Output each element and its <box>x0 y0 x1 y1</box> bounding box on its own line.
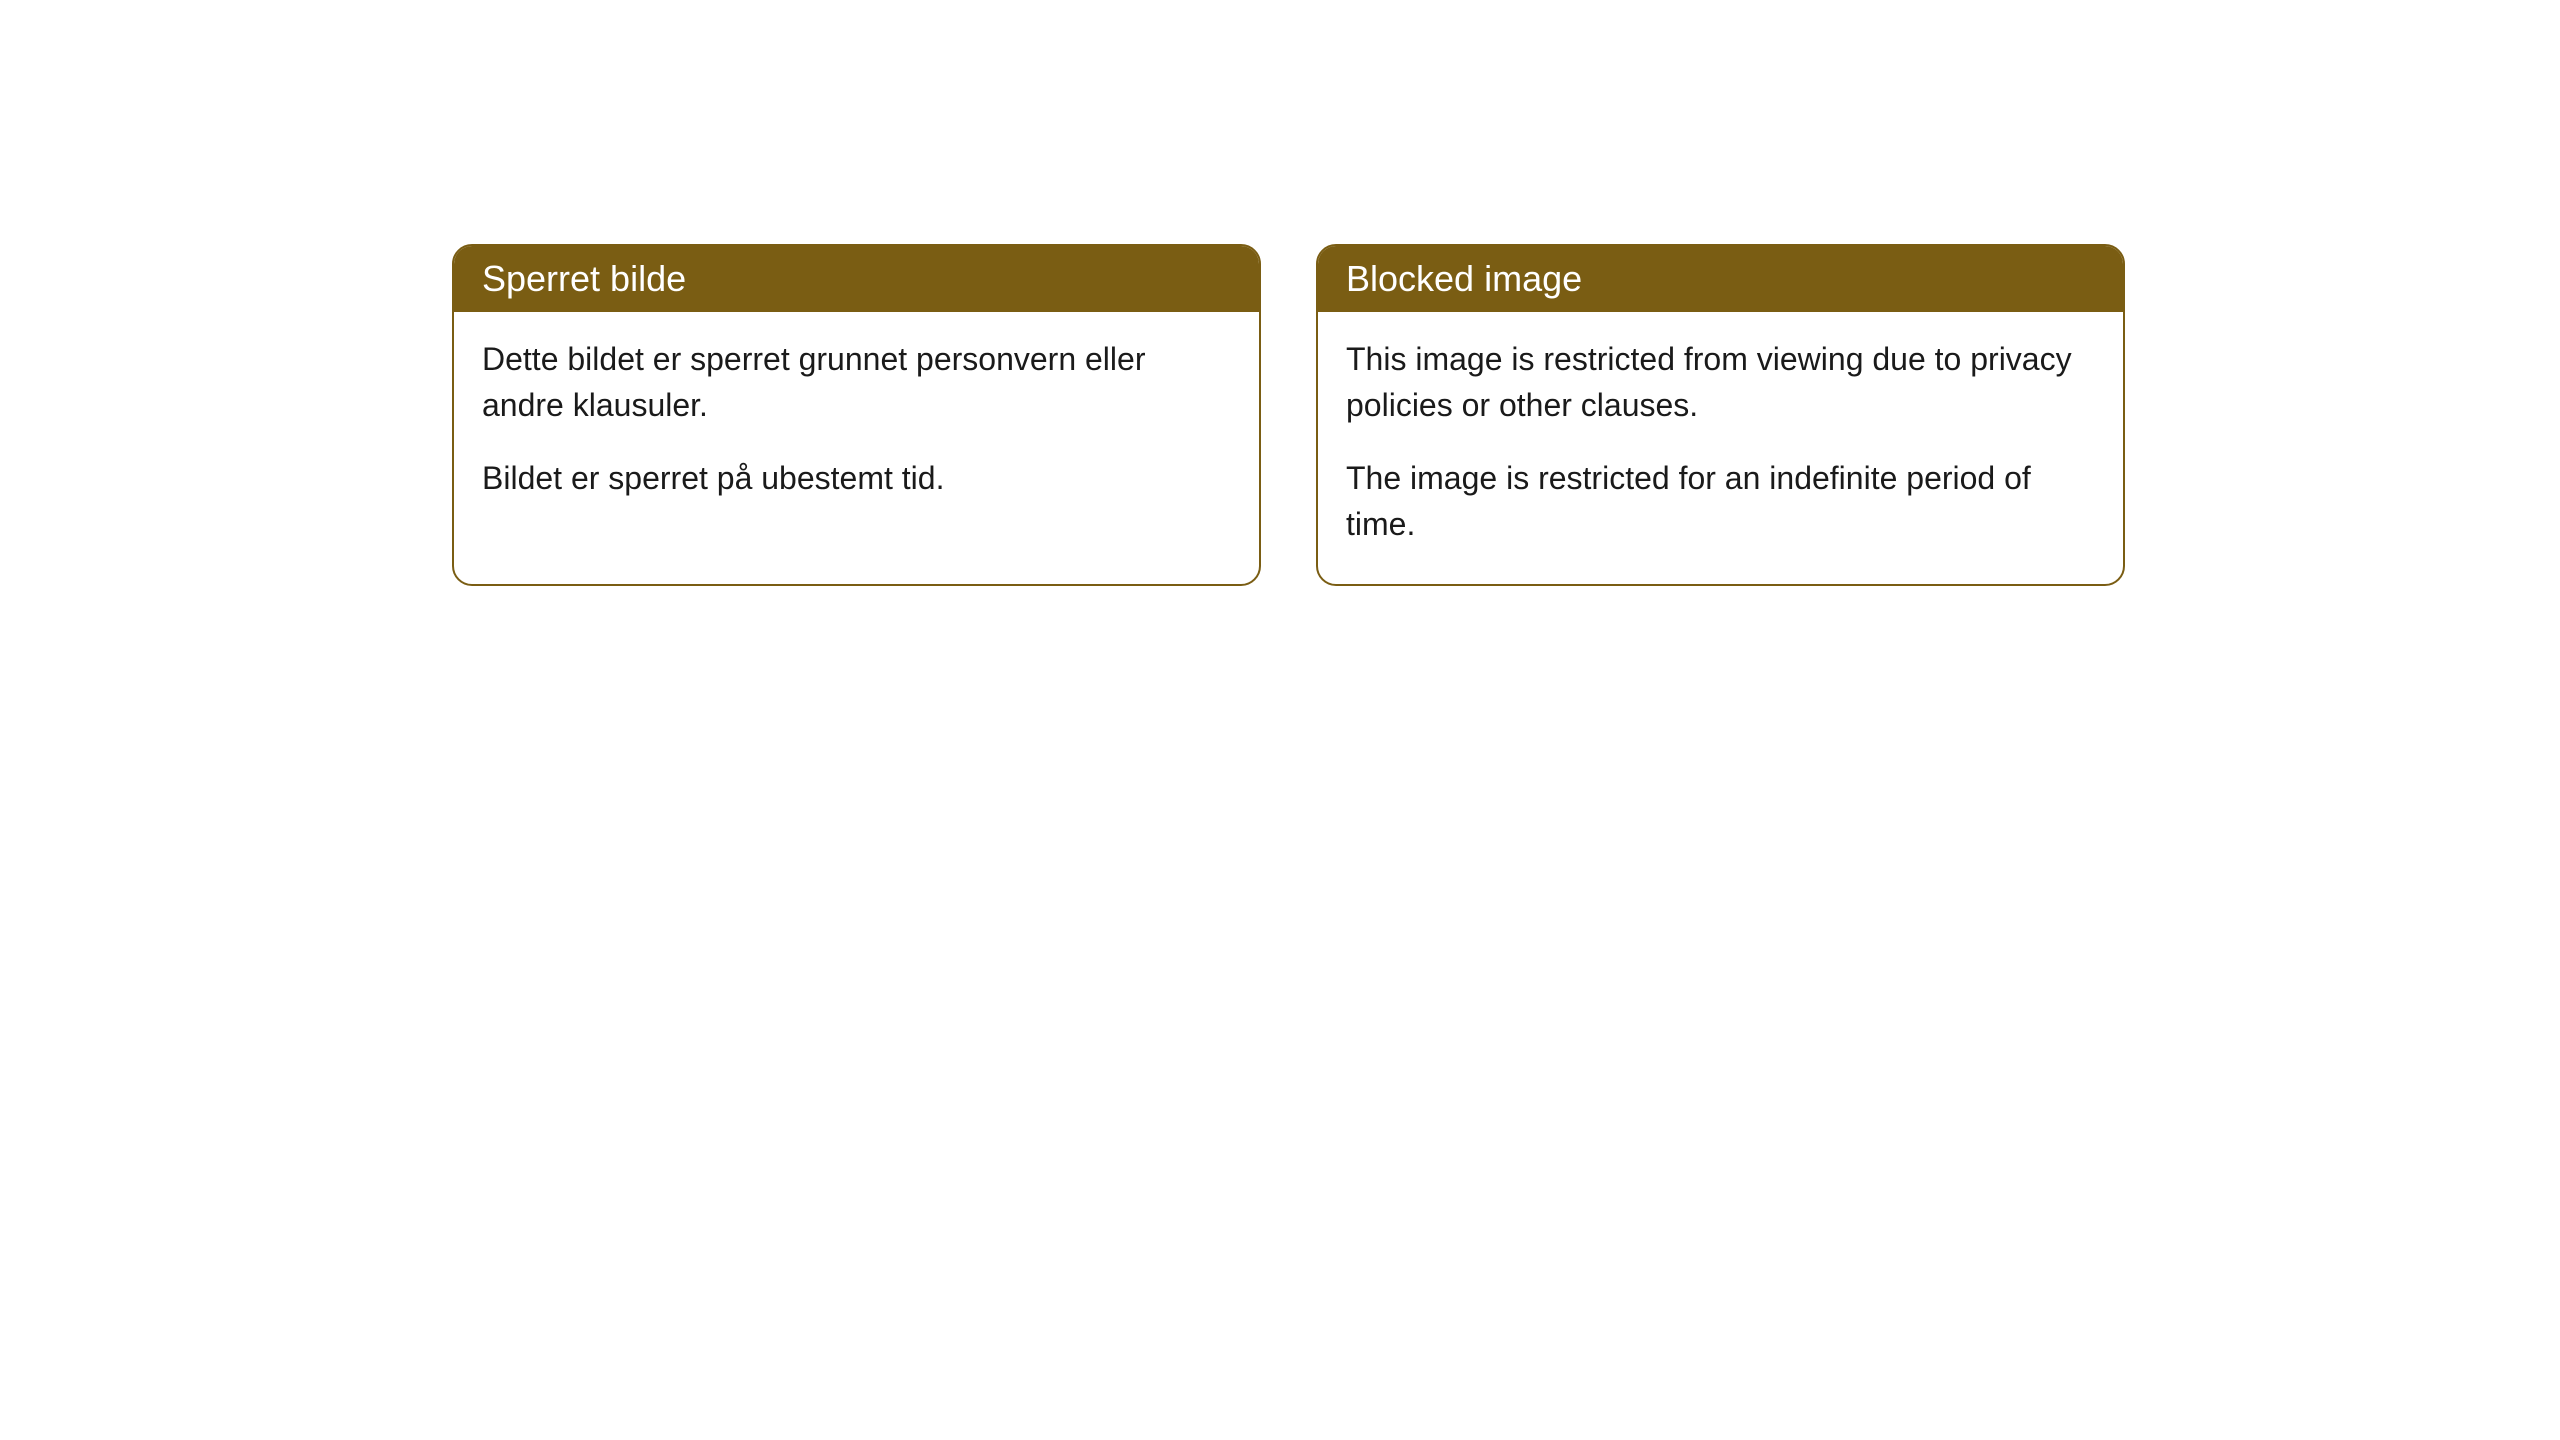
blocked-image-card-english: Blocked image This image is restricted f… <box>1316 244 2125 586</box>
card-header-english: Blocked image <box>1318 246 2123 312</box>
card-paragraph-2-norwegian: Bildet er sperret på ubestemt tid. <box>482 455 1231 501</box>
card-paragraph-2-english: The image is restricted for an indefinit… <box>1346 455 2095 548</box>
card-paragraph-1-norwegian: Dette bildet er sperret grunnet personve… <box>482 336 1231 429</box>
cards-container: Sperret bilde Dette bildet er sperret gr… <box>452 244 2125 586</box>
blocked-image-card-norwegian: Sperret bilde Dette bildet er sperret gr… <box>452 244 1261 586</box>
card-header-norwegian: Sperret bilde <box>454 246 1259 312</box>
card-body-norwegian: Dette bildet er sperret grunnet personve… <box>454 312 1259 537</box>
card-paragraph-1-english: This image is restricted from viewing du… <box>1346 336 2095 429</box>
card-body-english: This image is restricted from viewing du… <box>1318 312 2123 584</box>
